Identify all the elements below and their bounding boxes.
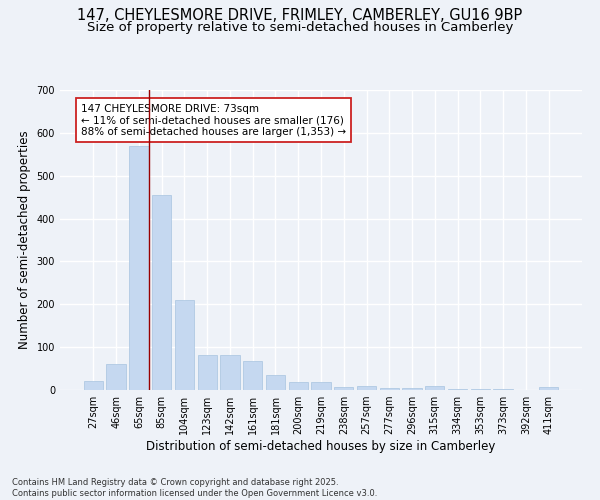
Bar xyxy=(357,386,376,390)
Text: 147 CHEYLESMORE DRIVE: 73sqm
← 11% of semi-detached houses are smaller (176)
88%: 147 CHEYLESMORE DRIVE: 73sqm ← 11% of se… xyxy=(81,104,346,136)
Text: Contains HM Land Registry data © Crown copyright and database right 2025.
Contai: Contains HM Land Registry data © Crown c… xyxy=(12,478,377,498)
Bar xyxy=(106,364,126,390)
Bar xyxy=(334,386,353,390)
Bar xyxy=(425,386,445,390)
Bar xyxy=(266,375,285,390)
Bar xyxy=(84,382,103,390)
Text: 147, CHEYLESMORE DRIVE, FRIMLEY, CAMBERLEY, GU16 9BP: 147, CHEYLESMORE DRIVE, FRIMLEY, CAMBERL… xyxy=(77,8,523,22)
Bar xyxy=(289,382,308,390)
Bar xyxy=(448,389,467,390)
Bar xyxy=(380,388,399,390)
Bar xyxy=(129,146,149,390)
Bar xyxy=(243,361,262,390)
Text: Size of property relative to semi-detached houses in Camberley: Size of property relative to semi-detach… xyxy=(87,21,513,34)
Bar xyxy=(403,388,422,390)
Bar xyxy=(311,382,331,390)
Bar xyxy=(539,386,558,390)
Bar xyxy=(220,355,239,390)
Bar xyxy=(175,300,194,390)
Bar xyxy=(197,355,217,390)
Bar xyxy=(470,389,490,390)
Bar xyxy=(152,195,172,390)
Y-axis label: Number of semi-detached properties: Number of semi-detached properties xyxy=(18,130,31,350)
Bar xyxy=(493,389,513,390)
X-axis label: Distribution of semi-detached houses by size in Camberley: Distribution of semi-detached houses by … xyxy=(146,440,496,453)
